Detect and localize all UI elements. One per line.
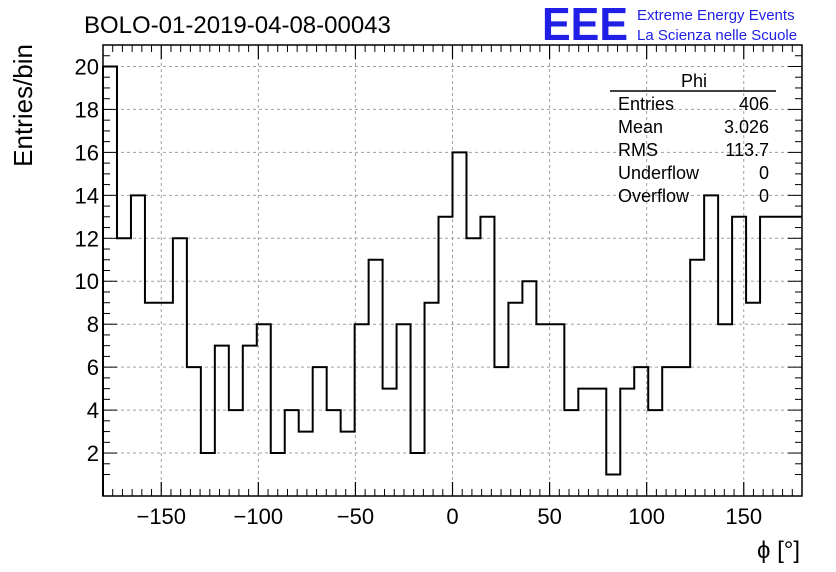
- y-tick-label: 4: [87, 398, 99, 423]
- x-tick-label: 0: [446, 504, 458, 529]
- stats-box: Phi Entries 406 Mean 3.026 RMS 113.7 Und…: [610, 71, 776, 206]
- y-tick-label: 18: [75, 97, 99, 122]
- x-axis-label: ϕ [°]: [757, 537, 800, 564]
- stats-label: RMS: [618, 140, 658, 160]
- x-tick-label: −100: [234, 504, 284, 529]
- logo-line-2: La Scienza nelle Scuole: [637, 27, 797, 44]
- stats-value: 0: [759, 163, 769, 183]
- stats-label: Mean: [618, 117, 663, 137]
- stats-label: Overflow: [618, 186, 690, 206]
- y-tick-label: 14: [75, 183, 99, 208]
- y-tick-label: 10: [75, 269, 99, 294]
- axis-ticks: [103, 44, 802, 496]
- stats-value: 113.7: [725, 140, 769, 160]
- stats-row: Overflow 0: [618, 186, 769, 206]
- run-title: BOLO-01-2019-04-08-00043: [84, 12, 391, 39]
- x-tick-label: 50: [537, 504, 561, 529]
- x-tick-label: −50: [337, 504, 374, 529]
- stats-row: Underflow 0: [618, 163, 769, 183]
- y-tick-label: 12: [75, 226, 99, 251]
- y-tick-label: 20: [75, 54, 99, 79]
- stats-row: Entries 406: [618, 94, 769, 114]
- logo-line-1: Extreme Energy Events: [637, 7, 795, 24]
- stats-value: 406: [739, 94, 769, 114]
- y-axis-label: Entries/bin: [8, 44, 38, 167]
- y-tick-label: 2: [87, 441, 99, 466]
- stats-label: Entries: [618, 94, 674, 114]
- stats-row: RMS 113.7: [618, 140, 769, 160]
- y-tick-label: 6: [87, 355, 99, 380]
- x-tick-label: 100: [628, 504, 665, 529]
- stats-row: Mean 3.026: [618, 117, 769, 137]
- stats-value: 0: [759, 186, 769, 206]
- histogram-line: [102, 65, 802, 496]
- y-tick-label: 16: [75, 140, 99, 165]
- tick-labels: −150 −100 −50 0 50 100 150 2 4 6 8 10 12 14 16 18 20: [75, 54, 763, 529]
- stats-value: 3.026: [724, 117, 769, 137]
- x-tick-label: 150: [725, 504, 762, 529]
- stats-title: Phi: [681, 71, 707, 91]
- x-tick-label: −150: [136, 504, 186, 529]
- logo-mark: EEE: [542, 0, 628, 50]
- y-tick-label: 8: [87, 312, 99, 337]
- grid-lines: [103, 45, 802, 496]
- eee-logo: EEE Extreme Energy Events La Scienza nel…: [542, 0, 797, 50]
- stats-label: Underflow: [618, 163, 700, 183]
